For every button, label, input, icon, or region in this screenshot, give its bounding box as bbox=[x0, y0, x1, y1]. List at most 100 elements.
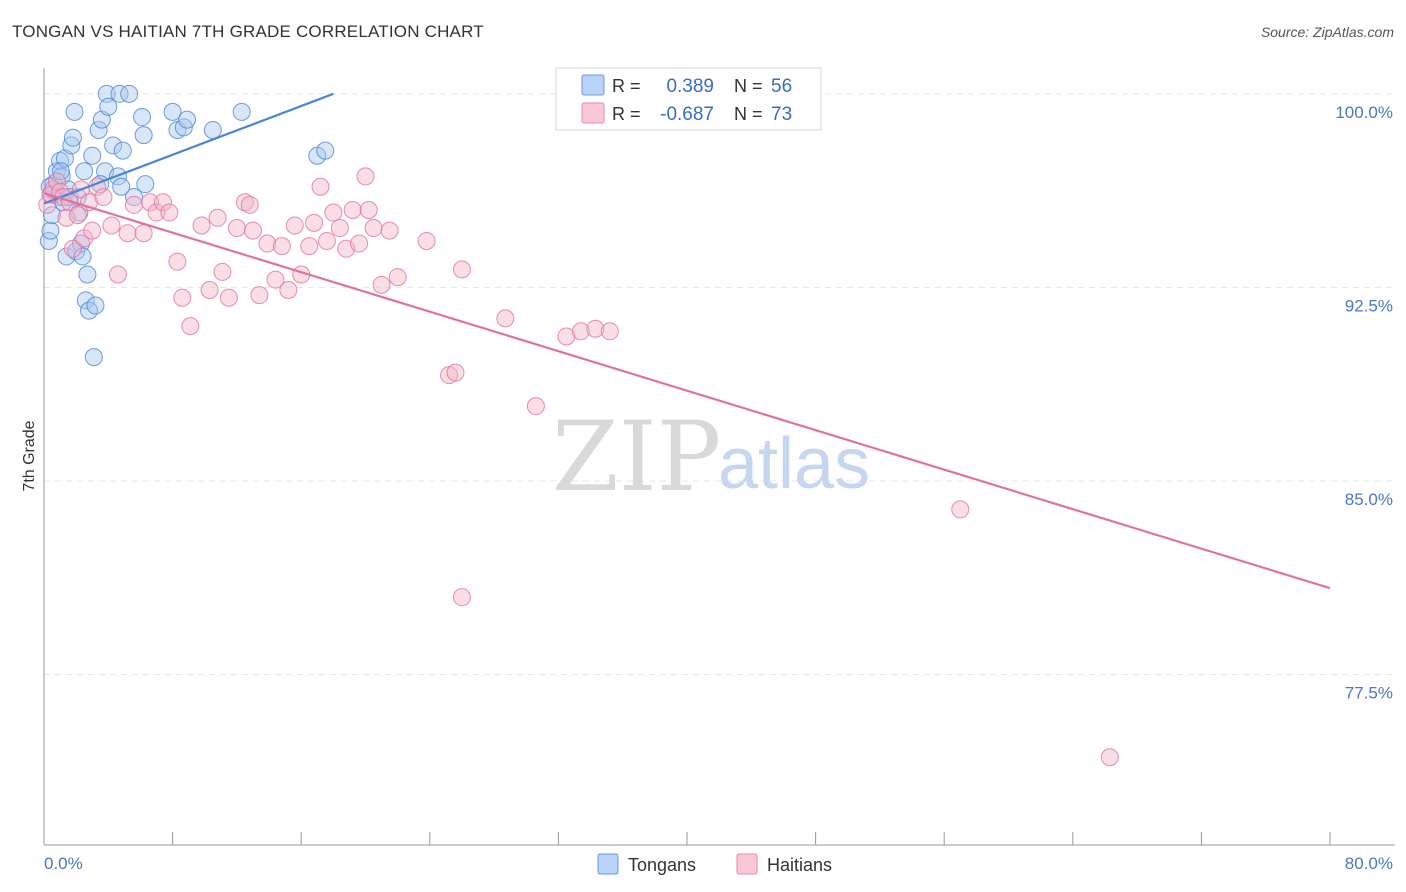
tongans-point[interactable] bbox=[163, 102, 182, 121]
haitians-point[interactable] bbox=[446, 363, 465, 382]
haitians-point[interactable] bbox=[94, 188, 113, 207]
tongans-point[interactable] bbox=[104, 136, 123, 155]
haitians-point[interactable] bbox=[160, 203, 179, 222]
tongans-point[interactable] bbox=[86, 296, 105, 315]
haitians-point[interactable] bbox=[168, 252, 187, 271]
haitians-point[interactable] bbox=[213, 262, 232, 281]
haitians-point[interactable] bbox=[364, 219, 383, 238]
haitians-point[interactable] bbox=[240, 195, 259, 214]
tongans-point[interactable] bbox=[99, 97, 118, 116]
haitians-point[interactable] bbox=[343, 200, 362, 219]
tongans-point[interactable] bbox=[112, 177, 131, 196]
x-tick-label: 0.0% bbox=[44, 854, 83, 873]
tongans-point[interactable] bbox=[84, 348, 103, 367]
tongans-point[interactable] bbox=[41, 221, 60, 240]
tongans-point[interactable] bbox=[65, 102, 84, 121]
tongans-point[interactable] bbox=[120, 84, 139, 103]
tongans-point[interactable] bbox=[110, 84, 129, 103]
haitians-point[interactable] bbox=[388, 268, 407, 287]
tongans-point[interactable] bbox=[203, 120, 222, 139]
haitians-point[interactable] bbox=[200, 281, 219, 299]
legend-haitians-swatch[interactable] bbox=[736, 853, 758, 875]
haitians-point[interactable] bbox=[496, 309, 515, 328]
haitians-point[interactable] bbox=[452, 260, 471, 279]
haitians-point[interactable] bbox=[83, 221, 102, 240]
tongans-point[interactable] bbox=[134, 126, 153, 145]
tongans-point[interactable] bbox=[51, 151, 70, 170]
tongans-point[interactable] bbox=[89, 120, 108, 139]
tongans-point[interactable] bbox=[83, 146, 102, 165]
tongans-point[interactable] bbox=[43, 206, 62, 225]
haitians-point[interactable] bbox=[208, 208, 227, 227]
legend-haitians-label[interactable]: Haitians bbox=[767, 855, 832, 875]
tongans-point[interactable] bbox=[76, 291, 95, 310]
haitians-point[interactable] bbox=[134, 224, 153, 243]
haitians-point[interactable] bbox=[324, 203, 343, 222]
tongans-point[interactable] bbox=[178, 110, 197, 129]
haitians-point[interactable] bbox=[125, 195, 144, 214]
tongans-trend-line bbox=[43, 92, 334, 205]
haitians-point[interactable] bbox=[317, 231, 336, 250]
haitians-point[interactable] bbox=[557, 327, 576, 346]
tongans-point[interactable] bbox=[97, 84, 116, 103]
haitians-point[interactable] bbox=[108, 265, 127, 284]
tongans-point[interactable] bbox=[57, 247, 76, 266]
haitians-point[interactable] bbox=[141, 193, 160, 212]
haitians-point[interactable] bbox=[102, 216, 121, 235]
haitians-point[interactable] bbox=[181, 317, 200, 336]
haitians-point[interactable] bbox=[285, 216, 304, 235]
haitians-point[interactable] bbox=[63, 239, 82, 258]
tongans-point[interactable] bbox=[232, 102, 251, 121]
tongans-point[interactable] bbox=[63, 128, 82, 147]
haitians-point[interactable] bbox=[227, 219, 246, 238]
haitians-point[interactable] bbox=[571, 322, 590, 341]
haitians-point[interactable] bbox=[951, 500, 970, 519]
haitians-point[interactable] bbox=[350, 234, 369, 253]
haitians-point[interactable] bbox=[279, 281, 298, 299]
haitians-point[interactable] bbox=[526, 397, 545, 416]
haitians-point[interactable] bbox=[47, 172, 66, 191]
haitians-point[interactable] bbox=[586, 319, 605, 338]
tongans-point[interactable] bbox=[316, 141, 335, 160]
tongans-point[interactable] bbox=[133, 108, 152, 127]
haitians-point[interactable] bbox=[173, 288, 192, 307]
haitians-point[interactable] bbox=[250, 286, 269, 305]
haitians-point[interactable] bbox=[380, 221, 399, 240]
haitians-point[interactable] bbox=[356, 167, 375, 186]
legend-tongans-swatch[interactable] bbox=[597, 853, 619, 875]
tongans-point[interactable] bbox=[78, 265, 97, 284]
haitians-point[interactable] bbox=[372, 275, 391, 294]
haitians-point[interactable] bbox=[1100, 748, 1119, 767]
haitians-point[interactable] bbox=[153, 193, 172, 212]
tongans-point[interactable] bbox=[113, 141, 132, 160]
haitians-point[interactable] bbox=[68, 206, 87, 225]
haitians-point[interactable] bbox=[300, 237, 319, 256]
haitians-point[interactable] bbox=[311, 177, 330, 196]
tongans-point[interactable] bbox=[51, 162, 70, 181]
haitians-point[interactable] bbox=[266, 270, 285, 289]
haitians-n-value: 73 bbox=[771, 104, 792, 125]
tongans-point[interactable] bbox=[73, 247, 92, 266]
haitians-point[interactable] bbox=[305, 213, 324, 232]
legend-tongans-label[interactable]: Tongans bbox=[628, 855, 696, 875]
haitians-point[interactable] bbox=[192, 216, 211, 235]
tongans-point[interactable] bbox=[136, 175, 155, 194]
haitians-point[interactable] bbox=[600, 322, 619, 341]
haitians-point[interactable] bbox=[359, 200, 378, 219]
haitians-point[interactable] bbox=[452, 588, 471, 607]
haitians-point[interactable] bbox=[417, 231, 436, 250]
haitians-point[interactable] bbox=[118, 224, 137, 243]
haitians-point[interactable] bbox=[57, 208, 76, 227]
tongans-point[interactable] bbox=[125, 188, 144, 207]
tongans-point[interactable] bbox=[47, 162, 66, 181]
tongans-n-label: N = bbox=[734, 76, 763, 96]
haitians-point[interactable] bbox=[243, 221, 262, 240]
haitians-point[interactable] bbox=[235, 193, 254, 212]
haitians-point[interactable] bbox=[219, 288, 238, 307]
haitians-point[interactable] bbox=[272, 237, 291, 256]
haitians-point[interactable] bbox=[330, 219, 349, 238]
tongans-point[interactable] bbox=[75, 162, 94, 181]
haitians-point[interactable] bbox=[147, 203, 166, 222]
haitians-point[interactable] bbox=[258, 234, 277, 253]
tongans-point[interactable] bbox=[62, 136, 81, 155]
